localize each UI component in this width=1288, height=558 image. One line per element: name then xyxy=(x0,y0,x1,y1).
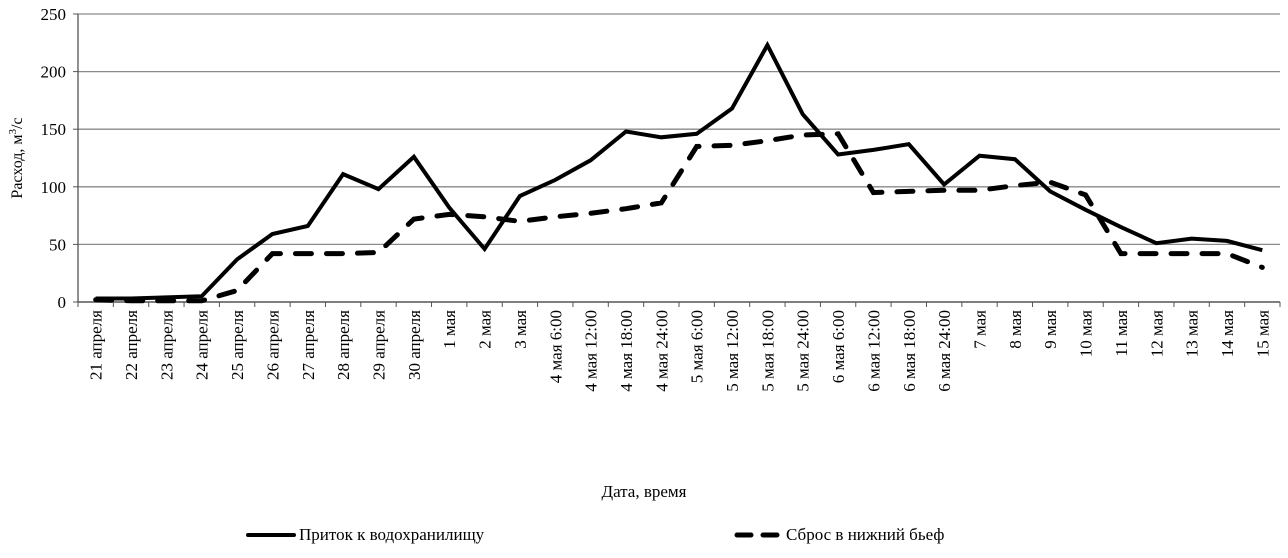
gridlines xyxy=(78,13,1280,246)
x-tick-label: 5 мая 24:00 xyxy=(794,310,813,392)
x-tick-label: 6 мая 24:00 xyxy=(935,310,954,392)
release-line xyxy=(93,131,1265,304)
x-tick-label: 24 апреля xyxy=(193,310,212,380)
x-axis-title: Дата, время xyxy=(601,482,687,501)
x-tick-label: 29 апреля xyxy=(370,310,389,380)
x-tick-label: 2 мая xyxy=(476,310,495,349)
x-tick-label: 27 апреля xyxy=(299,310,318,380)
x-tick-label: 8 мая xyxy=(1006,310,1025,349)
x-tick-label: 26 апреля xyxy=(263,310,282,380)
data-series xyxy=(93,40,1265,304)
y-axis-title: Расход, м3/с xyxy=(7,117,26,198)
x-tick-label: 12 мая xyxy=(1147,310,1166,357)
x-tick-label: 7 мая xyxy=(971,310,990,349)
x-tick-label: 6 мая 12:00 xyxy=(864,310,883,392)
x-tick-label: 25 апреля xyxy=(228,310,247,380)
x-tick-label: 30 апреля xyxy=(405,310,424,380)
dashed-line-icon xyxy=(734,532,782,538)
axes xyxy=(73,13,1281,307)
x-tick-label: 15 мая xyxy=(1253,310,1272,357)
x-tick-label: 4 мая 24:00 xyxy=(652,310,671,392)
y-tick-label: 0 xyxy=(58,293,67,312)
legend-label-inflow: Приток к водохранилищу xyxy=(299,525,485,544)
x-tick-label: 14 мая xyxy=(1218,310,1237,357)
legend-item-inflow: Приток к водохранилищу xyxy=(246,525,484,545)
x-tick-label: 5 мая 18:00 xyxy=(758,310,777,392)
y-tick-label: 150 xyxy=(41,120,67,139)
x-tick-label: 13 мая xyxy=(1183,310,1202,357)
x-tick-label: 4 мая 12:00 xyxy=(582,310,601,392)
solid-line-icon xyxy=(246,533,296,537)
y-tick-label: 50 xyxy=(49,235,66,254)
x-tick-label: 9 мая xyxy=(1041,310,1060,349)
x-tick-label: 5 мая 6:00 xyxy=(688,310,707,383)
x-tick-label: 1 мая xyxy=(440,310,459,349)
inflow-line xyxy=(95,40,1263,301)
x-tick-label: 5 мая 12:00 xyxy=(723,310,742,392)
x-tick-label: 4 мая 18:00 xyxy=(617,310,636,392)
y-tick-label: 250 xyxy=(41,5,67,24)
x-tick-label: 22 апреля xyxy=(122,310,141,380)
x-tick-label: 10 мая xyxy=(1077,310,1096,357)
x-tick-label: 6 мая 6:00 xyxy=(829,310,848,383)
x-tick-label: 4 мая 6:00 xyxy=(546,310,565,383)
y-axis-ticks: 0 50 100 150 200 250 xyxy=(41,5,67,312)
x-tick-label: 6 мая 18:00 xyxy=(900,310,919,392)
y-tick-label: 200 xyxy=(41,63,67,82)
line-chart: 0 50 100 150 200 250 21 апреля 22 апреля 23 апр… xyxy=(7,5,1281,392)
x-axis-ticks: 21 апреля 22 апреля 23 апреля 24 апреля 25 а… xyxy=(87,310,1273,392)
x-tick-label: 21 апреля xyxy=(87,310,106,380)
x-tick-label: 28 апреля xyxy=(334,310,353,380)
y-tick-label: 100 xyxy=(41,178,67,197)
legend-item-release: Сброс в нижний бьеф xyxy=(733,525,944,545)
x-tick-label: 23 апреля xyxy=(157,310,176,380)
x-tick-label: 3 мая xyxy=(511,310,530,349)
x-tick-label: 11 мая xyxy=(1112,310,1131,357)
legend-label-release: Сброс в нижний бьеф xyxy=(786,525,945,544)
